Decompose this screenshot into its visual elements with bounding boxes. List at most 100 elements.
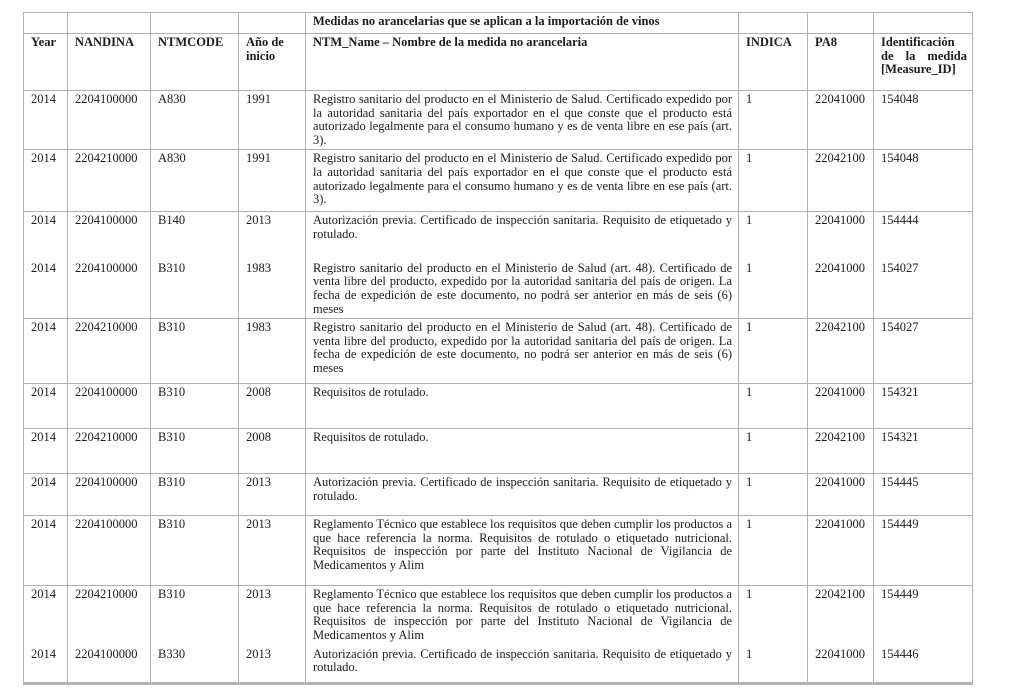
cell-indica: 1 bbox=[738, 211, 808, 260]
cell-pa8: 22041000 bbox=[807, 473, 874, 517]
cell-indica: 1 bbox=[738, 383, 808, 430]
cell-ntm-name: Requisitos de rotulado. bbox=[305, 383, 739, 430]
cell-nandina: 2204100000 bbox=[67, 473, 151, 517]
table-header-row: Year NANDINA NTMCODE Año de inicio NTM_N… bbox=[23, 33, 973, 91]
cell-year: 2014 bbox=[23, 473, 68, 517]
title-row-empty-cell bbox=[23, 12, 68, 34]
column-header-indica: INDICA bbox=[738, 33, 808, 91]
cell-nandina: 2204210000 bbox=[67, 428, 151, 475]
cell-year: 2014 bbox=[23, 318, 68, 385]
cell-nandina: 2204100000 bbox=[67, 89, 151, 151]
cell-year: 2014 bbox=[23, 428, 68, 475]
cell-ano-inicio: 2008 bbox=[238, 428, 306, 475]
cell-nandina: 2204100000 bbox=[67, 259, 151, 320]
cell-pa8: 22041000 bbox=[807, 259, 874, 320]
cell-pa8: 22042100 bbox=[807, 149, 874, 213]
table-row: 2014 2204100000 B140 2013 Autorización p… bbox=[23, 211, 973, 260]
cell-measure-id: 154048 bbox=[873, 89, 973, 151]
cell-year: 2014 bbox=[23, 259, 68, 320]
cell-ntm-name: Registro sanitario del producto en el Mi… bbox=[305, 318, 739, 385]
cell-ano-inicio: 1983 bbox=[238, 259, 306, 320]
title-row-empty-cell bbox=[67, 12, 151, 34]
cell-nandina: 2204210000 bbox=[67, 318, 151, 385]
cell-ntmcode: B140 bbox=[150, 211, 239, 260]
column-header-measure-id: Identificación de la medida [Measure_ID] bbox=[873, 33, 973, 91]
cell-ntm-name: Registro sanitario del producto en el Mi… bbox=[305, 259, 739, 320]
cell-ntm-name: Registro sanitario del producto en el Mi… bbox=[305, 89, 739, 151]
cell-year: 2014 bbox=[23, 211, 68, 260]
table-title: Medidas no arancelarias que se aplican a… bbox=[305, 12, 739, 34]
table-row: 2014 2204210000 B310 2013 Reglamento Téc… bbox=[23, 585, 973, 646]
column-header-year: Year bbox=[23, 33, 68, 91]
cell-ntm-name: Registro sanitario del producto en el Mi… bbox=[305, 149, 739, 213]
cell-ntmcode: B310 bbox=[150, 515, 239, 587]
cell-ntmcode: B310 bbox=[150, 318, 239, 385]
cell-indica: 1 bbox=[738, 318, 808, 385]
table-row: 2014 2204210000 B310 1983 Registro sanit… bbox=[23, 318, 973, 385]
cell-ano-inicio: 1991 bbox=[238, 89, 306, 151]
cell-year: 2014 bbox=[23, 149, 68, 213]
column-header-ano-inicio: Año de inicio bbox=[238, 33, 306, 91]
cell-indica: 1 bbox=[738, 428, 808, 475]
cell-ntmcode: B310 bbox=[150, 259, 239, 320]
cell-measure-id: 154027 bbox=[873, 259, 973, 320]
cell-pa8: 22042100 bbox=[807, 318, 874, 385]
cell-ntm-name: Autorización previa. Certificado de insp… bbox=[305, 645, 739, 685]
table-row: 2014 2204100000 B310 1983 Registro sanit… bbox=[23, 259, 973, 320]
cell-year: 2014 bbox=[23, 515, 68, 587]
cell-year: 2014 bbox=[23, 645, 68, 685]
cell-ntm-name: Autorización previa. Certificado de insp… bbox=[305, 211, 739, 260]
cell-pa8: 22042100 bbox=[807, 585, 874, 646]
cell-ntmcode: A830 bbox=[150, 89, 239, 151]
cell-ntmcode: B310 bbox=[150, 585, 239, 646]
cell-ntm-name: Autorización previa. Certificado de insp… bbox=[305, 473, 739, 517]
title-row-empty-cell bbox=[807, 12, 874, 34]
title-row-empty-cell bbox=[738, 12, 808, 34]
cell-pa8: 22041000 bbox=[807, 89, 874, 151]
cell-year: 2014 bbox=[23, 585, 68, 646]
cell-indica: 1 bbox=[738, 149, 808, 213]
title-row-empty-cell bbox=[150, 12, 239, 34]
table-row: 2014 2204210000 A830 1991 Registro sanit… bbox=[23, 149, 973, 213]
cell-year: 2014 bbox=[23, 89, 68, 151]
cell-indica: 1 bbox=[738, 89, 808, 151]
cell-nandina: 2204100000 bbox=[67, 645, 151, 685]
cell-ano-inicio: 2013 bbox=[238, 473, 306, 517]
cell-ano-inicio: 2013 bbox=[238, 645, 306, 685]
table-row: 2014 2204210000 B310 2008 Requisitos de … bbox=[23, 428, 973, 475]
cell-nandina: 2204100000 bbox=[67, 383, 151, 430]
cell-indica: 1 bbox=[738, 585, 808, 646]
cell-ano-inicio: 1991 bbox=[238, 149, 306, 213]
cell-ntm-name: Reglamento Técnico que establece los req… bbox=[305, 585, 739, 646]
cell-pa8: 22041000 bbox=[807, 645, 874, 685]
table-row: 2014 2204100000 B310 2008 Requisitos de … bbox=[23, 383, 973, 430]
title-row-empty-cell bbox=[238, 12, 306, 34]
cell-measure-id: 154321 bbox=[873, 383, 973, 430]
cell-measure-id: 154321 bbox=[873, 428, 973, 475]
cell-measure-id: 154445 bbox=[873, 473, 973, 517]
cell-indica: 1 bbox=[738, 259, 808, 320]
cell-pa8: 22041000 bbox=[807, 211, 874, 260]
cell-ntmcode: B310 bbox=[150, 383, 239, 430]
cell-ntm-name: Requisitos de rotulado. bbox=[305, 428, 739, 475]
cell-ntmcode: B310 bbox=[150, 473, 239, 517]
cell-year: 2014 bbox=[23, 383, 68, 430]
cell-indica: 1 bbox=[738, 473, 808, 517]
cell-ntm-name: Reglamento Técnico que establece los req… bbox=[305, 515, 739, 587]
cell-measure-id: 154446 bbox=[873, 645, 973, 685]
cell-measure-id: 154449 bbox=[873, 585, 973, 646]
cell-ntmcode: A830 bbox=[150, 149, 239, 213]
cell-measure-id: 154444 bbox=[873, 211, 973, 260]
table-row: 2014 2204100000 B310 2013 Autorización p… bbox=[23, 473, 973, 517]
cell-measure-id: 154027 bbox=[873, 318, 973, 385]
cell-ano-inicio: 2008 bbox=[238, 383, 306, 430]
cell-nandina: 2204100000 bbox=[67, 515, 151, 587]
cell-measure-id: 154449 bbox=[873, 515, 973, 587]
cell-ano-inicio: 2013 bbox=[238, 515, 306, 587]
cell-ntmcode: B310 bbox=[150, 428, 239, 475]
table-row: 2014 2204100000 B310 2013 Reglamento Téc… bbox=[23, 515, 973, 587]
cell-ano-inicio: 1983 bbox=[238, 318, 306, 385]
cell-nandina: 2204210000 bbox=[67, 149, 151, 213]
column-header-nandina: NANDINA bbox=[67, 33, 151, 91]
column-header-pa8: PA8 bbox=[807, 33, 874, 91]
